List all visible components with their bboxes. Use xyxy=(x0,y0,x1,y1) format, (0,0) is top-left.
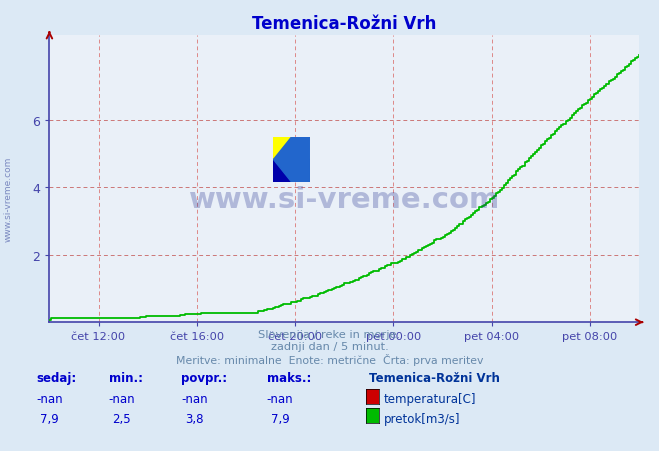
Text: sedaj:: sedaj: xyxy=(36,371,76,384)
Text: 7,9: 7,9 xyxy=(271,412,289,425)
Text: min.:: min.: xyxy=(109,371,143,384)
Text: pretok[m3/s]: pretok[m3/s] xyxy=(384,412,460,425)
Text: 7,9: 7,9 xyxy=(40,412,59,425)
Text: -nan: -nan xyxy=(36,392,63,405)
Text: zadnji dan / 5 minut.: zadnji dan / 5 minut. xyxy=(271,341,388,351)
Polygon shape xyxy=(273,160,291,183)
Polygon shape xyxy=(273,138,310,183)
Text: www.si-vreme.com: www.si-vreme.com xyxy=(188,185,500,213)
Bar xyxy=(273,138,291,160)
Text: Meritve: minimalne  Enote: metrične  Črta: prva meritev: Meritve: minimalne Enote: metrične Črta:… xyxy=(176,354,483,366)
Text: maks.:: maks.: xyxy=(267,371,311,384)
Text: 2,5: 2,5 xyxy=(113,412,131,425)
Text: temperatura[C]: temperatura[C] xyxy=(384,392,476,405)
Text: www.si-vreme.com: www.si-vreme.com xyxy=(4,156,13,241)
Text: -nan: -nan xyxy=(267,392,293,405)
Text: 3,8: 3,8 xyxy=(185,412,204,425)
Text: -nan: -nan xyxy=(109,392,135,405)
Text: povpr.:: povpr.: xyxy=(181,371,227,384)
Title: Temenica-Rožni Vrh: Temenica-Rožni Vrh xyxy=(252,15,436,33)
Text: Slovenija / reke in morje.: Slovenija / reke in morje. xyxy=(258,329,401,339)
Text: Temenica-Rožni Vrh: Temenica-Rožni Vrh xyxy=(369,371,500,384)
Text: -nan: -nan xyxy=(181,392,208,405)
Bar xyxy=(273,160,310,183)
